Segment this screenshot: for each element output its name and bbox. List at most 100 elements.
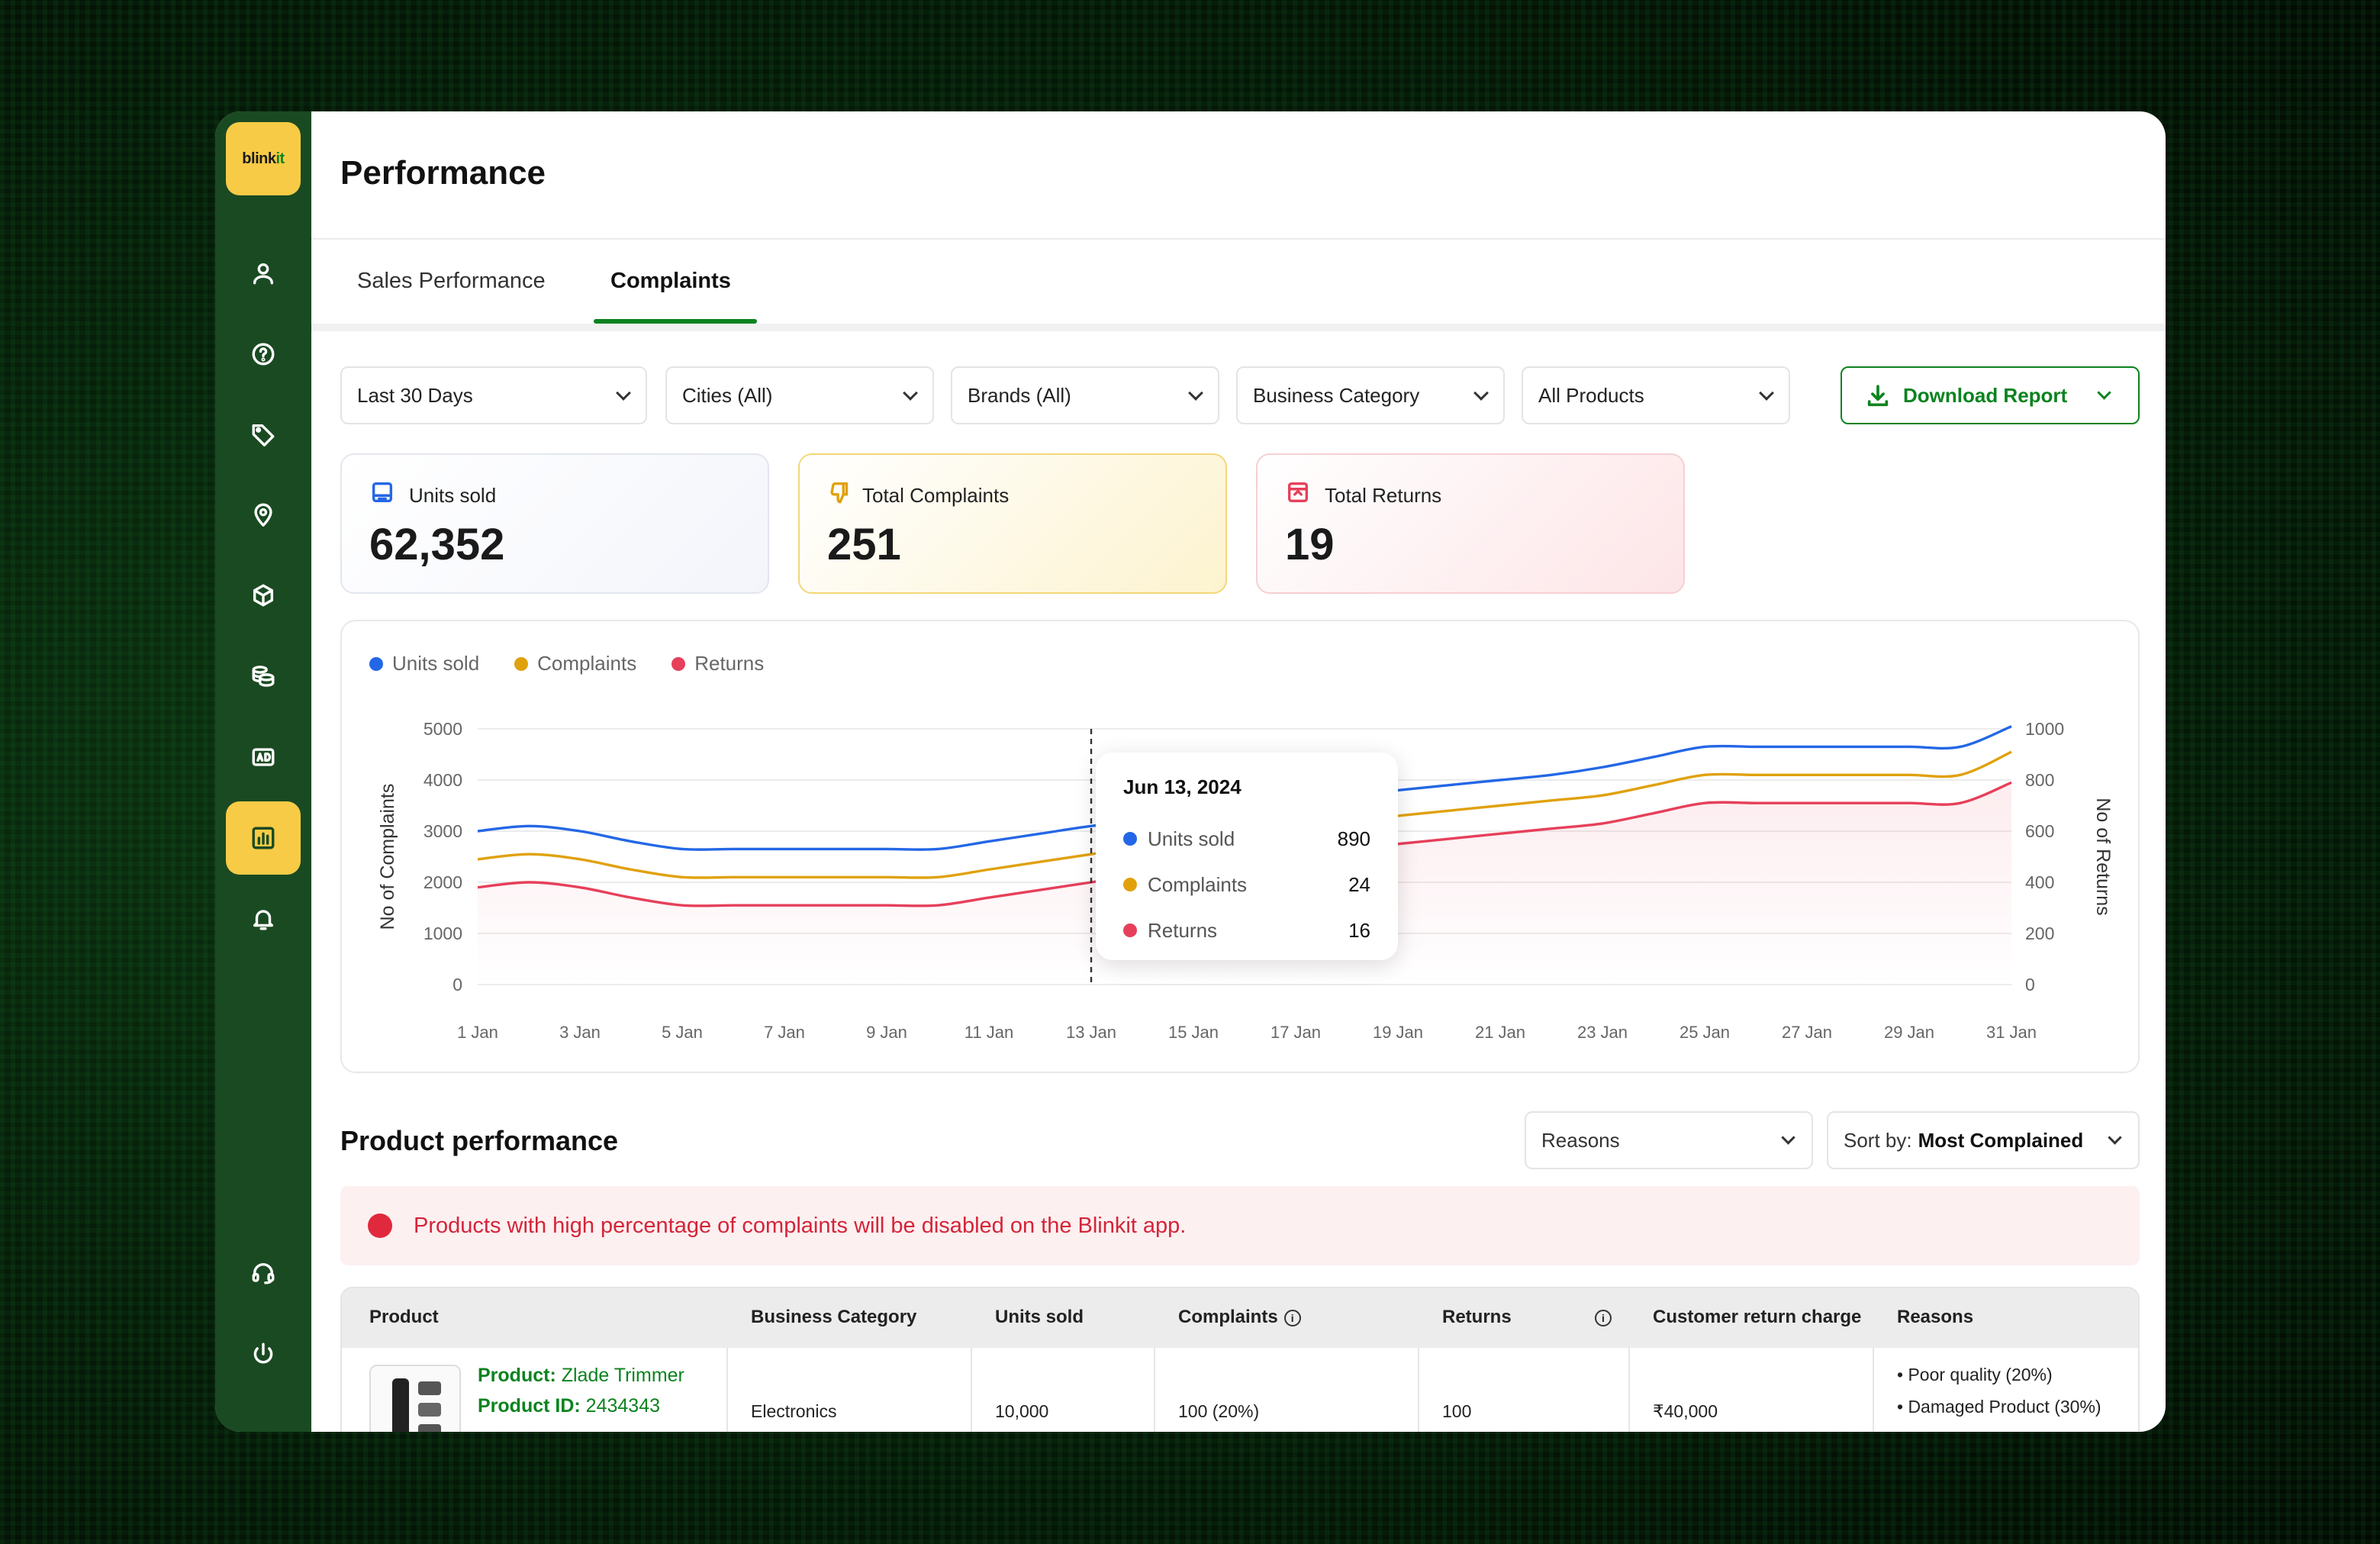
y-tick-label: 1000: [424, 923, 462, 943]
bell-icon: [253, 910, 274, 930]
legend-item-complaints[interactable]: Complaints: [514, 652, 636, 675]
cities-dropdown[interactable]: Cities (All): [665, 366, 934, 424]
brands-dropdown[interactable]: Brands (All): [951, 366, 1219, 424]
active-tab-indicator: [594, 319, 757, 324]
sort-dropdown[interactable]: Sort by: Most Complained: [1827, 1111, 2140, 1169]
stat-value: 62,352: [369, 520, 505, 569]
return-box-icon: [1287, 482, 1309, 503]
chevron-down-icon: [1781, 1130, 1795, 1145]
reasons-dropdown[interactable]: Reasons: [1525, 1111, 1813, 1169]
stat-label: Units sold: [409, 484, 497, 507]
column-header-label: Complaints: [1178, 1307, 1278, 1327]
x-tick-label: 13 Jan: [1066, 1023, 1116, 1042]
product-id-label: Product ID:: [478, 1395, 581, 1417]
business-category-value: Business Category: [1253, 383, 1420, 407]
help-icon: [252, 343, 275, 366]
cell-customer-return-charge: ₹40,000: [1653, 1401, 1718, 1421]
column-header-reasons[interactable]: Reasons: [1897, 1307, 1974, 1327]
sidebar-item-profile[interactable]: [226, 237, 301, 310]
info-icon[interactable]: i: [1283, 1309, 1301, 1326]
complaints-alert-banner: Products with high percentage of complai…: [340, 1186, 2140, 1265]
page-title: Performance: [340, 154, 546, 192]
date-range-dropdown[interactable]: Last 30 Days: [340, 366, 647, 424]
legend-label: Complaints: [537, 652, 637, 675]
coins-icon: [252, 666, 275, 687]
column-header-complaints[interactable]: Complaints i: [1178, 1307, 1301, 1328]
sidebar-item-logout[interactable]: [226, 1317, 301, 1391]
app-window: blink it Performance Sales Performance Co…: [215, 111, 2166, 1432]
ad-icon: [252, 748, 275, 766]
product-table: Product Business Category Units sold Com…: [340, 1287, 2140, 1432]
products-dropdown[interactable]: All Products: [1522, 366, 1790, 424]
table-header: [342, 1288, 2138, 1348]
tab-complaints[interactable]: Complaints: [610, 269, 731, 293]
tooltip-label: Units sold: [1148, 827, 1235, 850]
product-performance-title: Product performance: [340, 1125, 619, 1156]
column-header-returns[interactable]: Returns: [1442, 1307, 1512, 1327]
chevron-down-icon: [903, 385, 918, 401]
sidebar-item-ads[interactable]: [226, 720, 301, 794]
chevron-down-icon: [1473, 385, 1489, 401]
x-tick-label: 25 Jan: [1680, 1023, 1730, 1042]
y-tick-label: 0: [452, 975, 462, 994]
x-tick-label: 27 Jan: [1782, 1023, 1832, 1042]
x-tick-label: 1 Jan: [457, 1023, 498, 1042]
legend-item-units-sold[interactable]: Units sold: [369, 652, 479, 675]
y-axis-title: No of Complaints: [377, 784, 398, 930]
column-divider: [1873, 1348, 1874, 1432]
download-report-label: Download Report: [1903, 383, 2068, 407]
column-divider: [726, 1348, 728, 1432]
product-name-value: Zlade Trimmer: [561, 1365, 684, 1386]
sidebar-item-inventory[interactable]: [226, 559, 301, 632]
cell-units-sold: 10,000: [995, 1401, 1049, 1421]
x-tick-label: 29 Jan: [1884, 1023, 1934, 1042]
download-report-button[interactable]: Download Report: [1841, 366, 2140, 424]
x-tick-label: 11 Jan: [965, 1023, 1013, 1042]
download-icon: [1867, 385, 1889, 407]
tooltip-row-complaints: Complaints 24: [1123, 862, 1370, 907]
business-category-dropdown[interactable]: Business Category: [1236, 366, 1505, 424]
tooltip-value: 16: [1348, 918, 1370, 942]
location-icon: [254, 503, 272, 527]
chart-icon: [252, 827, 275, 849]
y2-tick-label: 200: [2025, 923, 2054, 943]
product-id: Product ID: 2434343: [478, 1395, 660, 1417]
column-header-business-category[interactable]: Business Category: [751, 1307, 917, 1327]
sidebar-item-offers[interactable]: [226, 398, 301, 471]
column-header-units-sold[interactable]: Units sold: [995, 1307, 1084, 1327]
sidebar-item-locations[interactable]: [226, 478, 301, 551]
y-tick-label: 3000: [424, 821, 462, 841]
logo-text-accent: it: [275, 150, 285, 167]
header-divider: [311, 238, 2166, 240]
stat-value: 19: [1285, 520, 1335, 569]
x-tick-label: 17 Jan: [1271, 1023, 1321, 1042]
sidebar-item-notifications[interactable]: [226, 882, 301, 956]
tooltip-value: 890: [1337, 827, 1370, 850]
chevron-down-icon: [1759, 385, 1774, 401]
chart-legend: Units sold Complaints Returns: [369, 652, 764, 675]
tab-sales-performance[interactable]: Sales Performance: [357, 269, 546, 293]
returns-info[interactable]: i: [1589, 1307, 1612, 1328]
x-tick-label: 3 Jan: [559, 1023, 601, 1042]
alert-text: Products with high percentage of complai…: [414, 1213, 1187, 1238]
x-tick-label: 15 Jan: [1168, 1023, 1219, 1042]
thumbnail-part: [418, 1424, 441, 1432]
chevron-down-icon: [2108, 1130, 2122, 1145]
chevron-down-icon: [616, 385, 631, 401]
column-header-customer-return-charge[interactable]: Customer return charge: [1653, 1307, 1862, 1327]
blinkit-logo[interactable]: blink it: [226, 122, 301, 195]
tooltip-label: Returns: [1148, 918, 1218, 942]
sidebar-item-performance[interactable]: [226, 801, 301, 875]
thumbnail-part: [418, 1403, 441, 1417]
sidebar-item-support[interactable]: [226, 1236, 301, 1310]
product-thumbnail[interactable]: [369, 1365, 461, 1432]
sidebar-item-help[interactable]: [226, 318, 301, 391]
column-header-product[interactable]: Product: [369, 1307, 439, 1327]
thumbnail-part: [418, 1381, 441, 1395]
chevron-down-icon: [1188, 385, 1203, 401]
sidebar-item-payments[interactable]: [226, 640, 301, 713]
brands-value: Brands (All): [968, 383, 1071, 407]
legend-item-returns[interactable]: Returns: [671, 652, 764, 675]
product-name[interactable]: Product: Zlade Trimmer: [478, 1365, 684, 1387]
legend-label: Units sold: [392, 652, 480, 675]
